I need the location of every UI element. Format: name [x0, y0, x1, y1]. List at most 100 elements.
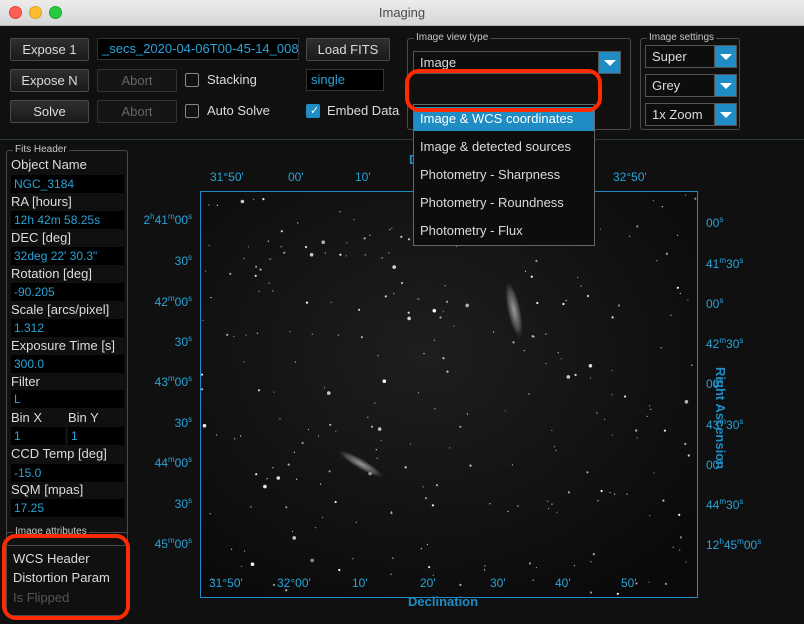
capture-mode-field[interactable]: single	[306, 69, 384, 91]
bottom-tick-label: 32°00'	[277, 576, 311, 590]
window-title: Imaging	[378, 5, 426, 20]
image-attributes-panel: Image attributes WCS Header Distortion P…	[6, 525, 128, 616]
right-tick-label: 43m30s	[706, 417, 744, 432]
minimize-window-button[interactable]	[29, 6, 42, 19]
fits-label: SQM [mpas]	[11, 482, 84, 497]
zoom-select[interactable]: 1x Zoom	[645, 103, 737, 126]
attr-wcs-header: WCS Header	[13, 551, 90, 566]
main-content: Expose 1 _secs_2020-04-06T00-45-14_008 L…	[0, 26, 804, 624]
image-view-type-dropdown: Image & WCS coordinates Image & detected …	[413, 104, 595, 246]
right-tick-label: 44m30s	[706, 497, 744, 512]
y-axis-title: Right Ascension	[713, 367, 728, 470]
x-axis-title: Declination	[408, 594, 479, 609]
fits-value: 17.25	[11, 499, 124, 517]
fits-label: Scale [arcs/pixel]	[11, 302, 110, 317]
bin-y-value: 1	[68, 427, 124, 445]
top-tick-label: 10'	[355, 170, 371, 184]
stacking-label: Stacking	[207, 72, 257, 87]
bin-y-label: Bin Y	[68, 410, 99, 425]
embed-data-label: Embed Data	[327, 103, 400, 118]
galaxy-ngc4656	[334, 448, 388, 480]
left-tick-label: 30s	[174, 334, 192, 349]
left-tick-label: 30s	[174, 496, 192, 511]
chevron-down-icon[interactable]	[714, 46, 736, 67]
toolbar-separator	[0, 139, 804, 140]
left-tick-label: 43m00s	[154, 374, 192, 389]
right-tick-label: 12h45m00s	[706, 537, 762, 552]
palette-select[interactable]: Grey	[645, 74, 737, 97]
fits-label: RA [hours]	[11, 194, 72, 209]
solve-button[interactable]: Solve	[10, 100, 89, 123]
dropdown-option[interactable]: Image & detected sources	[420, 139, 572, 154]
chevron-down-icon[interactable]	[714, 75, 736, 96]
attr-is-flipped: Is Flipped	[13, 590, 70, 605]
left-tick-label: 30s	[174, 253, 192, 268]
expose-n-button[interactable]: Expose N	[10, 69, 89, 92]
fits-value: 12h 42m 58.25s	[11, 211, 124, 229]
bottom-tick-label: 20'	[420, 576, 436, 590]
galaxy-ngc4631	[503, 276, 525, 344]
close-window-button[interactable]	[9, 6, 22, 19]
filename-field[interactable]: _secs_2020-04-06T00-45-14_008	[97, 38, 299, 60]
right-tick-label: 00s	[706, 296, 724, 311]
bin-x-value: 1	[11, 427, 65, 445]
bin-x-label: Bin X	[11, 410, 43, 425]
fits-value: L	[11, 390, 124, 408]
left-tick-label: 30s	[174, 415, 192, 430]
image-view-type-current: Image	[420, 55, 457, 70]
expose-1-button[interactable]: Expose 1	[10, 38, 89, 61]
left-tick-label: 2h41m00s	[143, 212, 192, 227]
fits-value: -90.205	[11, 283, 124, 301]
fits-label: Object Name	[11, 157, 87, 172]
zoom-value: 1x Zoom	[652, 107, 703, 122]
fits-value: 32deg 22' 30.3"	[11, 247, 124, 265]
title-bar: Imaging	[0, 0, 804, 26]
chevron-down-icon[interactable]	[598, 52, 620, 73]
right-tick-label: 00s	[706, 457, 724, 472]
bottom-tick-label: 10'	[352, 576, 368, 590]
top-tick-label: 00'	[288, 170, 304, 184]
image-view-type-title: Image view type	[414, 31, 491, 44]
bottom-tick-label: 50'	[621, 576, 637, 590]
fits-label: Filter	[11, 374, 40, 389]
annotation-ring-selected-option	[405, 69, 602, 112]
image-view-type-select[interactable]: Image	[413, 51, 621, 74]
auto-solve-checkbox[interactable]	[185, 104, 199, 118]
stacking-checkbox[interactable]	[185, 73, 199, 87]
chevron-down-icon[interactable]	[714, 104, 736, 125]
fits-value: -15.0	[11, 464, 124, 482]
astro-image-plot[interactable]	[200, 191, 698, 598]
bottom-tick-label: 31°50'	[209, 576, 243, 590]
right-tick-label: 00s	[706, 215, 724, 230]
checkmark-icon: ✓	[310, 104, 320, 117]
fits-header-title: Fits Header	[13, 143, 69, 156]
fits-value: NGC_3184	[11, 175, 124, 193]
fits-header-panel: Fits Header	[6, 143, 128, 546]
right-tick-label: 41m30s	[706, 256, 744, 271]
fits-label: Rotation [deg]	[11, 266, 92, 281]
left-tick-label: 44m00s	[154, 455, 192, 470]
fits-label: DEC [deg]	[11, 230, 71, 245]
load-fits-button[interactable]: Load FITS	[306, 38, 390, 61]
embed-data-checkbox[interactable]: ✓	[306, 104, 320, 118]
fits-label: CCD Temp [deg]	[11, 446, 107, 461]
dropdown-option[interactable]: Photometry - Sharpness	[420, 167, 561, 182]
abort-exposure-button[interactable]: Abort	[97, 69, 177, 92]
sky-image	[201, 192, 697, 597]
auto-solve-label: Auto Solve	[207, 103, 270, 118]
dropdown-option[interactable]: Photometry - Flux	[420, 223, 523, 238]
bottom-tick-label: 40'	[555, 576, 571, 590]
annotation-ring-attributes	[2, 534, 130, 620]
palette-value: Grey	[652, 78, 681, 93]
maximize-window-button[interactable]	[49, 6, 62, 19]
bottom-tick-label: 30'	[490, 576, 506, 590]
fits-value: 300.0	[11, 355, 124, 373]
left-tick-label: 45m00s	[154, 536, 192, 551]
fits-label: Exposure Time [s]	[11, 338, 116, 353]
stretch-value: Super	[652, 49, 687, 64]
stretch-select[interactable]: Super	[645, 45, 737, 68]
fits-value: 1.312	[11, 319, 124, 337]
abort-solve-button[interactable]: Abort	[97, 100, 177, 123]
dropdown-option[interactable]: Photometry - Roundness	[420, 195, 564, 210]
top-tick-label: 32°50'	[613, 170, 647, 184]
